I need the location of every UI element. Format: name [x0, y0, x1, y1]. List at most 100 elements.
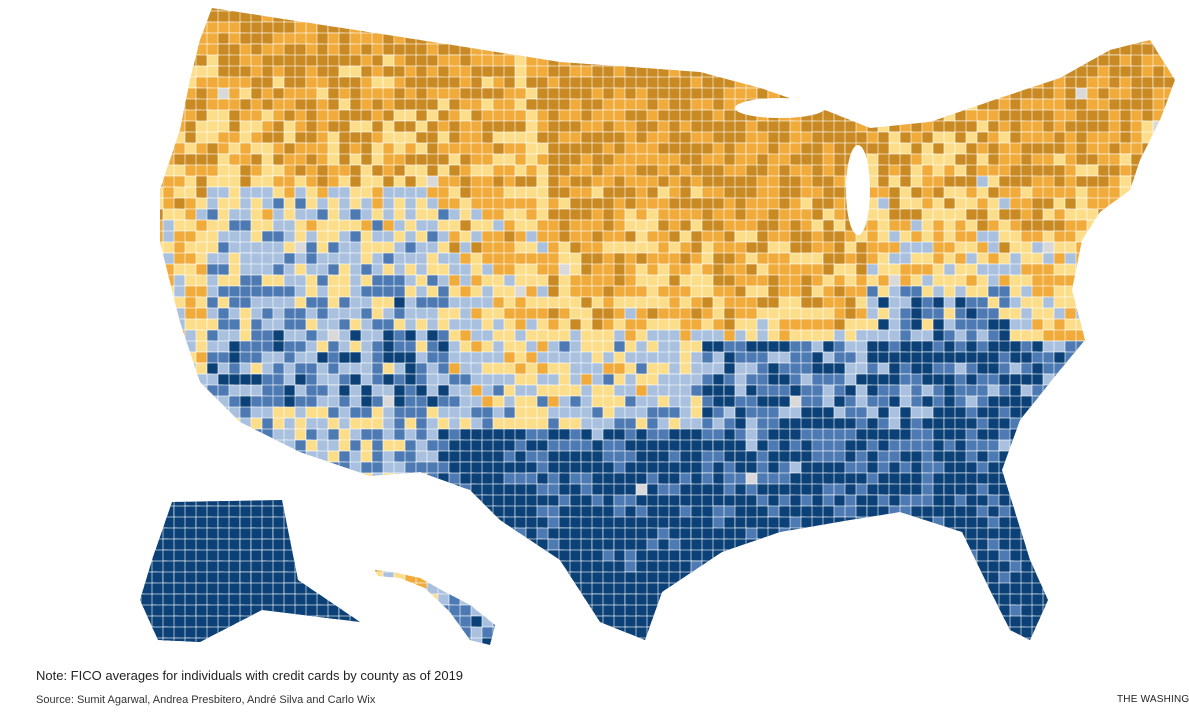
county-cell [459, 505, 477, 521]
county-cell [448, 32, 463, 47]
county-cell [294, 461, 313, 478]
county-cell [184, 428, 200, 444]
county-cell [272, 252, 286, 265]
county-cell [1009, 450, 1023, 464]
county-cell [987, 21, 1000, 38]
county-cell [954, 54, 970, 70]
county-cell [987, 340, 1001, 354]
county-cell [1141, 461, 1157, 480]
county-cell [899, 32, 917, 47]
county-cell [448, 76, 462, 90]
county-cell [162, 65, 180, 80]
county-cell [217, 417, 234, 435]
county-cell [184, 472, 200, 487]
county-cell [800, 65, 815, 81]
county-cell [338, 560, 356, 579]
county-cell [140, 197, 155, 215]
county-cell [1163, 120, 1175, 138]
county-cell [1174, 65, 1175, 83]
county-cell [1163, 428, 1175, 444]
county-cell [140, 505, 156, 520]
county-cell [1042, 395, 1057, 410]
county-cell [712, 43, 727, 58]
county-cell [613, 8, 629, 18]
county-cell [1064, 516, 1081, 533]
county-cell [998, 10, 1015, 29]
county-cell [976, 10, 993, 25]
county-cell [140, 538, 155, 553]
county-cell [1053, 8, 1067, 12]
county-cell [536, 549, 550, 565]
county-cell [162, 109, 178, 126]
county-cell [1042, 494, 1061, 512]
county-cell [811, 263, 825, 276]
county-cell [778, 43, 791, 60]
county-cell [778, 8, 793, 13]
county-cell [140, 450, 145, 467]
county-cell [965, 8, 978, 14]
county-cell [1130, 230, 1148, 245]
county-cell [305, 527, 324, 542]
county-cell [833, 10, 849, 29]
county-cell [151, 98, 167, 113]
county-cell [1174, 307, 1175, 323]
county-cell [1086, 384, 1105, 400]
county-cell [591, 494, 605, 508]
county-cell [283, 472, 301, 488]
county-cell [965, 87, 981, 101]
county-cell [679, 120, 693, 134]
county-cell [1064, 494, 1080, 509]
county-cell [272, 142, 285, 156]
county-cell [415, 527, 429, 543]
county-cell [305, 538, 322, 556]
county-cell [162, 395, 178, 409]
county-cell [525, 32, 542, 50]
county-cell [899, 10, 917, 26]
county-cell [701, 450, 715, 464]
county-cell [1064, 527, 1081, 541]
county-cell [140, 483, 158, 497]
county-cell [745, 538, 761, 555]
county-cell [998, 65, 1014, 84]
county-cell [899, 516, 916, 530]
county-cell [1141, 175, 1158, 190]
county-cell [140, 54, 147, 73]
county-cell [668, 32, 682, 46]
county-cell [162, 362, 177, 376]
county-cell [316, 494, 333, 507]
county-cell [1042, 472, 1061, 486]
county-cell [899, 362, 913, 375]
county-cell [283, 263, 296, 277]
county-cell [140, 43, 145, 61]
county-cell [1009, 274, 1023, 288]
county-cell [943, 538, 957, 551]
county-cell [1174, 274, 1175, 287]
county-cell [173, 373, 189, 391]
county-cell [822, 21, 838, 35]
county-cell [1141, 153, 1156, 166]
county-cell [481, 10, 497, 25]
county-cell [162, 8, 179, 12]
county-cell [833, 549, 848, 567]
county-cell [459, 8, 475, 12]
county-cell [855, 10, 873, 27]
county-cell [624, 8, 640, 12]
county-cell [690, 120, 704, 134]
county-cell [525, 560, 541, 576]
county-cell [1152, 428, 1171, 442]
county-cell [173, 461, 192, 478]
county-cell [349, 538, 365, 551]
county-cell [998, 43, 1017, 61]
county-cell [844, 10, 860, 25]
county-cell [767, 197, 781, 210]
county-cell [1174, 417, 1175, 435]
county-cell [404, 516, 421, 530]
county-cell [1009, 472, 1028, 488]
county-cell [327, 549, 345, 565]
county-cell [1097, 395, 1111, 414]
county-cell [1152, 197, 1168, 212]
county-cell [140, 395, 145, 409]
county-cell [1042, 483, 1060, 502]
county-cell [184, 439, 200, 456]
county-cell [921, 538, 934, 553]
